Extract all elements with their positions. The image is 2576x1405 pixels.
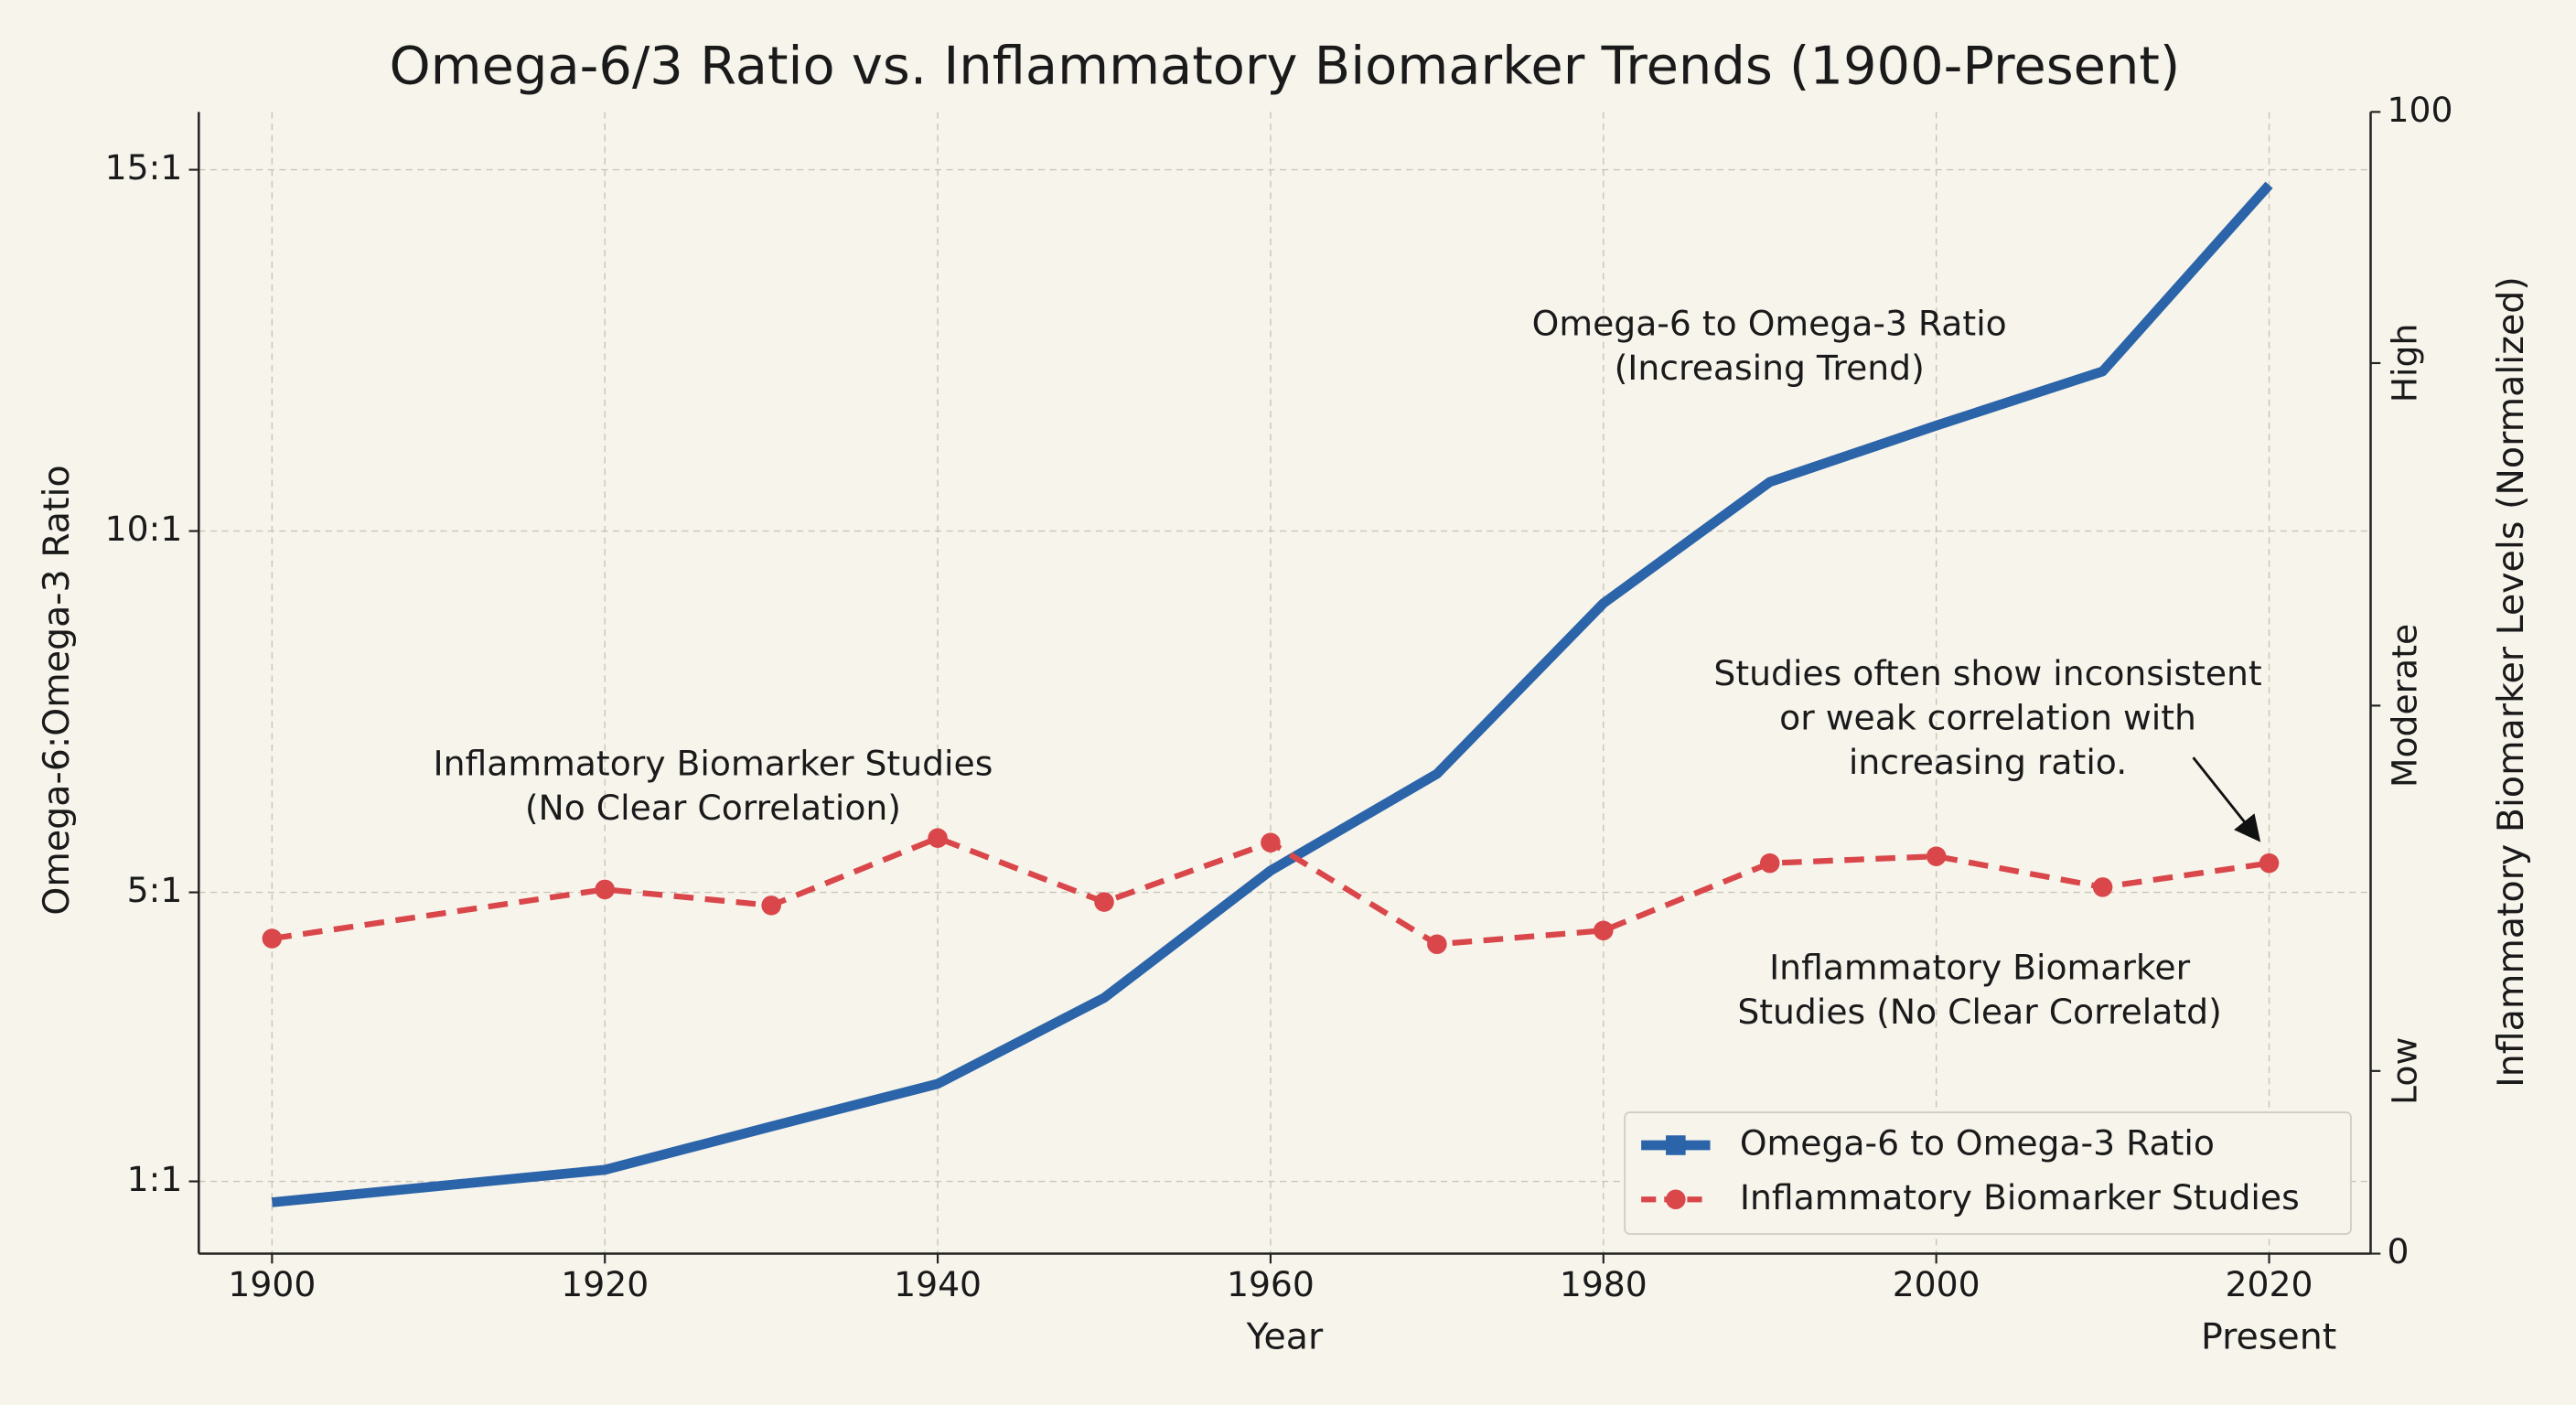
x-tick-label: 1980 [1560,1264,1648,1304]
annotation: increasing ratio. [1849,742,2127,782]
legend-label: Omega-6 to Omega-3 Ratio [1740,1123,2215,1164]
data-point [1926,846,1947,866]
data-point [2259,853,2280,874]
y-tick-label: 5:1 [127,870,183,910]
series-line [271,181,2273,1207]
data-point [2092,877,2113,897]
legend-marker [1666,1135,1686,1155]
data-point [1759,853,1780,874]
y2-tick-label: Moderate [2385,624,2425,788]
data-point [761,896,781,916]
data-point [928,828,948,848]
x-extra-label: Present [2201,1315,2336,1357]
legend-label: Inflammatory Biomarker Studies [1740,1177,2300,1217]
annotation: (Increasing Trend) [1615,348,1925,388]
y-tick-label: 15:1 [105,147,183,188]
data-point [1594,920,1614,941]
y2-axis-label: Inflammatory Biomarker Levels (Normalize… [2490,276,2532,1088]
x-axis-label: Year [1246,1315,1324,1357]
y2-tick-label: 0 [2387,1231,2409,1271]
annotation: Studies often show inconsistent [1713,653,2261,693]
x-tick-label: 2000 [1893,1264,1980,1304]
y2-tick-label: Low [2385,1037,2425,1105]
y-tick-label: 1:1 [127,1159,183,1199]
y-tick-label: 10:1 [105,509,183,549]
chart-title: Omega-6/3 Ratio vs. Inflammatory Biomark… [389,35,2180,96]
annotation: Omega-6 to Omega-3 Ratio [1532,303,2007,343]
annotation: or weak correlation with [1779,697,2196,737]
x-tick-label: 1900 [228,1264,316,1304]
x-tick-label: 2020 [2226,1264,2313,1304]
annotation: Inflammatory Biomarker [1769,947,2191,987]
data-point [1427,934,1447,955]
annotation: Studies (No Clear Correlatd) [1737,992,2222,1032]
legend-marker [1666,1189,1686,1210]
data-point [262,928,283,949]
y2-tick-label: 100 [2387,90,2453,130]
x-tick-label: 1960 [1227,1264,1315,1304]
x-tick-label: 1940 [894,1264,982,1304]
x-tick-label: 1920 [561,1264,649,1304]
annotation: Inflammatory Biomarker Studies [433,744,993,784]
y2-tick-label: High [2385,324,2425,403]
data-point [1261,832,1281,853]
data-point [595,879,615,900]
series-line [271,835,2270,948]
data-point [1094,892,1114,912]
annotation-arrow [2192,756,2261,842]
annotation: (No Clear Correlation) [525,788,901,828]
legend-box [1624,1111,2352,1235]
y-axis-label: Omega-6:Omega-3 Ratio [36,465,78,915]
